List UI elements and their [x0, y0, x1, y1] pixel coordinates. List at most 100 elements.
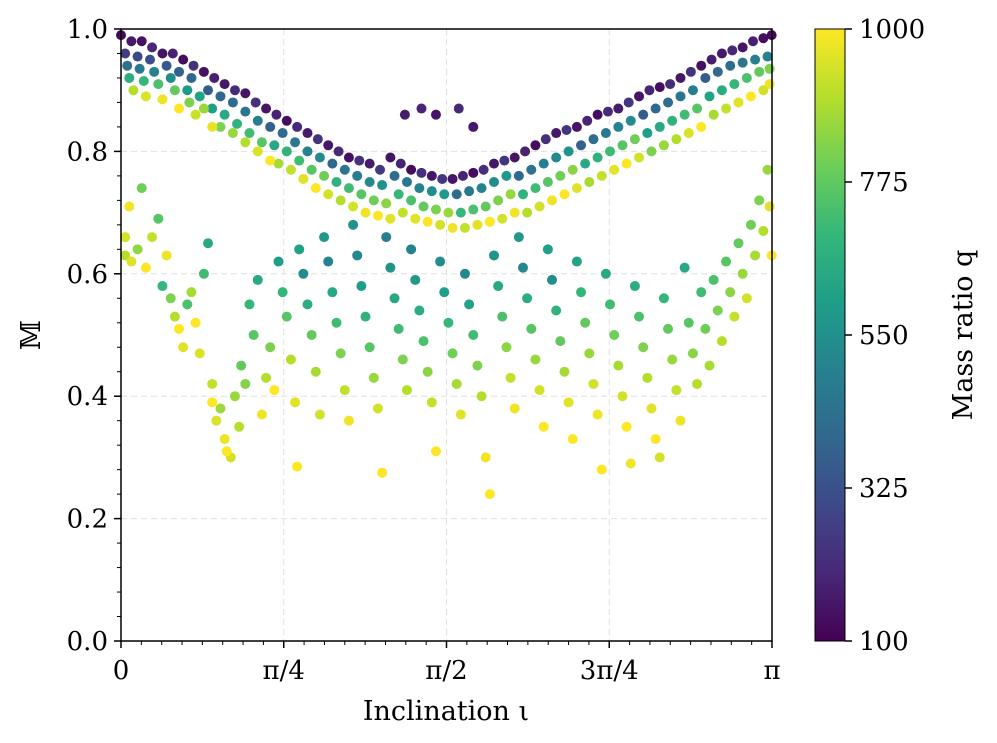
data-point: [120, 232, 131, 243]
data-point: [534, 385, 545, 396]
data-point: [567, 164, 578, 175]
data-point: [542, 244, 553, 255]
data-point: [762, 164, 773, 175]
data-point: [667, 115, 678, 126]
data-point: [683, 128, 694, 139]
data-point: [725, 60, 736, 71]
data-point: [687, 348, 698, 359]
data-point: [219, 434, 230, 445]
data-point: [190, 317, 201, 328]
data-point: [764, 79, 775, 90]
data-point: [186, 72, 197, 83]
data-point: [679, 262, 690, 273]
data-point: [227, 128, 238, 139]
data-point: [571, 121, 582, 132]
data-point: [229, 85, 240, 96]
data-point: [706, 54, 717, 65]
data-point: [248, 330, 259, 340]
data-point: [136, 183, 147, 194]
data-point: [613, 121, 624, 132]
data-point: [675, 91, 686, 102]
data-point: [505, 189, 516, 200]
data-point: [385, 213, 396, 224]
data-point: [410, 274, 421, 285]
data-point: [215, 121, 226, 132]
data-point: [122, 60, 133, 71]
data-point: [256, 137, 267, 148]
data-point: [692, 103, 703, 114]
x-tick-label: π/4: [263, 656, 305, 686]
data-point: [650, 103, 661, 114]
data-point: [530, 183, 541, 194]
data-point: [306, 164, 317, 175]
data-point: [302, 299, 313, 310]
data-point: [161, 250, 172, 261]
data-point: [530, 140, 541, 151]
data-point: [290, 397, 301, 408]
data-point: [319, 170, 330, 181]
data-point: [459, 222, 470, 233]
x-axis-label: Inclination ι: [363, 696, 529, 727]
data-point: [157, 281, 168, 292]
data-point: [397, 354, 408, 365]
colorbar-label: Mass ratio q: [948, 250, 979, 421]
x-tick-label: π: [763, 656, 780, 686]
data-point: [493, 281, 504, 292]
data-point: [484, 489, 495, 500]
data-point: [232, 118, 243, 129]
data-point: [685, 66, 696, 77]
data-point: [727, 45, 738, 56]
data-point: [397, 207, 408, 218]
data-point: [399, 109, 410, 120]
data-point: [576, 140, 587, 151]
data-point: [207, 378, 218, 389]
data-point: [596, 464, 607, 475]
data-point: [621, 421, 632, 432]
data-point: [737, 57, 748, 68]
data-point: [488, 250, 499, 261]
data-point: [294, 244, 305, 255]
data-point: [741, 72, 752, 83]
data-point: [261, 372, 272, 383]
data-point: [696, 287, 707, 298]
scatter-points: [116, 30, 777, 500]
data-point: [161, 60, 172, 71]
data-point: [522, 207, 533, 218]
data-point: [277, 128, 288, 139]
data-point: [335, 348, 346, 359]
data-point: [625, 115, 636, 126]
data-point: [418, 336, 429, 347]
data-point: [360, 207, 371, 218]
data-point: [302, 128, 313, 139]
data-point: [360, 311, 371, 322]
data-point: [762, 51, 773, 62]
data-point: [178, 342, 189, 353]
data-point: [464, 186, 475, 197]
data-point: [430, 446, 441, 457]
colorbar-tick-label: 100: [859, 627, 909, 657]
data-point: [188, 60, 199, 71]
plot-area: 0 π/4 π/2 3π/4 π 0.0 0.2 0.4 0.6 0.8 1.0: [67, 15, 781, 686]
data-point: [285, 164, 296, 175]
data-point: [273, 158, 284, 169]
data-point: [629, 281, 640, 292]
data-point: [671, 385, 682, 396]
data-point: [190, 109, 201, 120]
data-point: [729, 79, 740, 90]
data-point: [617, 140, 628, 151]
data-point: [215, 91, 226, 102]
data-point: [563, 397, 574, 408]
data-point: [505, 372, 516, 383]
data-point: [468, 167, 479, 178]
data-point: [281, 311, 292, 322]
data-point: [472, 360, 483, 371]
data-point: [555, 170, 566, 181]
data-point: [497, 311, 508, 322]
data-point: [198, 268, 209, 279]
data-point: [377, 467, 388, 478]
data-point: [464, 299, 475, 310]
data-point: [468, 204, 479, 215]
data-point: [733, 238, 744, 249]
data-point: [169, 311, 180, 322]
data-point: [124, 72, 135, 83]
